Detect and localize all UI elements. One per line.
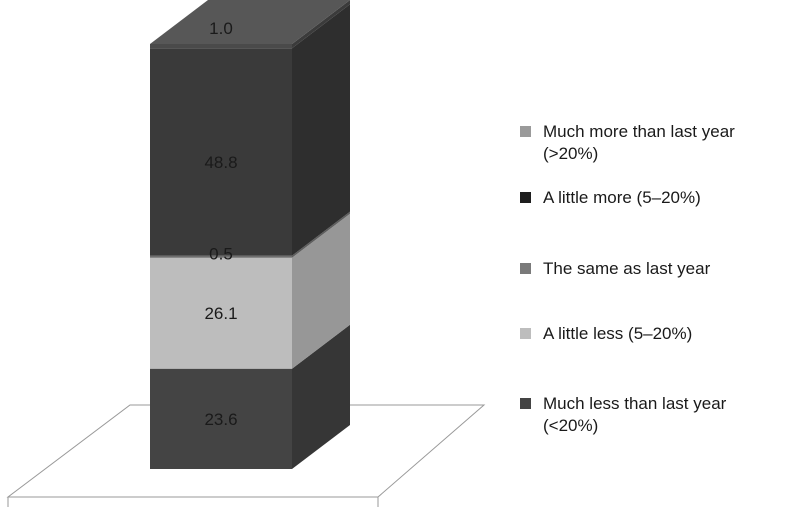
segment-3-front — [150, 48, 292, 256]
segment-3-side — [292, 4, 350, 256]
segment-0-side — [292, 324, 350, 469]
legend-item: The same as last year — [520, 258, 778, 280]
legend-label: A little more (5–20%) — [543, 188, 701, 207]
legend-label: Much more than last year (>20%) — [543, 122, 735, 163]
legend-item: A little less (5–20%) — [520, 323, 778, 345]
segment-4-side — [292, 0, 350, 49]
floor-outline — [6, 404, 486, 498]
data-label-0: 23.6 — [204, 410, 237, 429]
stacked-bar — [150, 0, 350, 469]
legend-swatch — [520, 328, 531, 339]
segment-0-front — [150, 368, 292, 469]
data-labels: 23.6 26.1 0.5 48.8 1.0 — [204, 19, 237, 429]
legend-swatch — [520, 192, 531, 203]
legend-label: Much less than last year (<20%) — [543, 394, 727, 435]
legend-swatch — [520, 126, 531, 137]
data-label-3: 48.8 — [204, 153, 237, 172]
bar-top-face — [150, 0, 350, 44]
data-label-4: 1.0 — [209, 19, 233, 38]
segment-1-side — [292, 213, 350, 369]
legend-label: A little less (5–20%) — [543, 324, 693, 343]
legend-item: Much less than last year (<20%) — [520, 393, 778, 437]
legend-label: The same as last year — [543, 259, 711, 278]
segment-2-side — [292, 211, 350, 258]
segment-2-front — [150, 255, 292, 258]
legend-swatch — [520, 263, 531, 274]
chart-floor — [6, 404, 486, 507]
legend-item: Much more than last year (>20%) — [520, 121, 778, 165]
legend-swatch — [520, 398, 531, 409]
segment-4-front — [150, 44, 292, 49]
segment-1-front — [150, 257, 292, 369]
data-label-1: 26.1 — [204, 304, 237, 323]
legend-item: A little more (5–20%) — [520, 187, 778, 209]
data-label-2: 0.5 — [209, 245, 233, 264]
